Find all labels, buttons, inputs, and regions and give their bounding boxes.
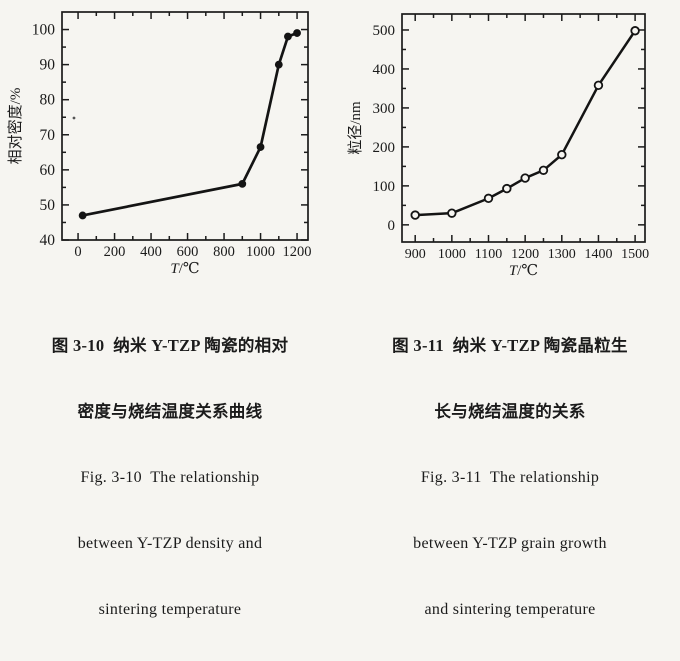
data-point-filled-circle — [78, 211, 87, 220]
x-tick-label: 1000 — [246, 244, 275, 260]
caption-cn-line: 长与烧结温度的关系 — [434, 402, 586, 421]
y-tick-label: 90 — [40, 57, 56, 74]
plot-frame — [61, 11, 309, 241]
data-point-open-circle — [630, 26, 640, 36]
data-point-open-circle — [557, 149, 567, 160]
data-point-open-circle — [502, 183, 512, 194]
y-tick-label: 400 — [373, 62, 396, 78]
y-axis-title: 相对密度/% — [7, 88, 24, 165]
figure-caption-3-10: 图 3-10 纳米 Y-TZP 陶瓷的相对 密度与烧结温度关系曲线 Fig. 3… — [8, 295, 332, 661]
x-tick-label: 400 — [140, 244, 162, 260]
figure-caption-3-11: 图 3-11 纳米 Y-TZP 陶瓷晶粒生 长与烧结温度的关系 Fig. 3-1… — [348, 295, 672, 661]
y-tick-label: 300 — [373, 101, 396, 117]
caption-en-line: sintering temperature — [98, 601, 242, 618]
y-tick-label: 60 — [40, 162, 56, 179]
data-point-open-circle — [447, 208, 457, 218]
y-tick-label: 80 — [40, 92, 56, 109]
x-tick-label: 0 — [74, 244, 81, 260]
scanned-book-page: 40 50 60 70 80 90 100 0 200 400 600 800 1000 1200 T/℃ 相… — [7, 11, 649, 618]
data-point-open-circle — [483, 193, 494, 204]
y-tick-label: 100 — [32, 22, 56, 39]
data-point-filled-circle — [293, 29, 301, 37]
x-tick-label: 1200 — [511, 247, 539, 262]
y-tick-label: 0 — [388, 218, 396, 234]
y-tick-label: 100 — [373, 179, 396, 195]
y-tick-label: 40 — [40, 232, 56, 249]
x-tick-label: 1200 — [283, 244, 312, 260]
y-tick-label: 50 — [40, 197, 56, 214]
data-point-filled-circle — [238, 179, 247, 188]
data-point-filled-circle — [274, 60, 283, 69]
data-point-filled-circle — [284, 32, 292, 41]
data-point-open-circle — [520, 173, 530, 183]
caption-cn-line: 图 3-10 纳米 Y-TZP 陶瓷的相对 — [51, 336, 289, 355]
x-axis-title: T/℃ — [509, 263, 538, 279]
x-axis-title: T/℃ — [170, 261, 199, 277]
data-line — [413, 29, 637, 217]
x-tick-label: 900 — [405, 247, 426, 262]
data-line — [81, 31, 299, 217]
caption-en-line: and sintering temperature — [424, 601, 596, 618]
y-tick-label: 500 — [373, 23, 396, 39]
data-point-open-circle — [410, 210, 420, 220]
scan-speck — [72, 116, 76, 120]
data-point-filled-circle — [256, 143, 265, 151]
x-tick-label: 1400 — [584, 247, 612, 262]
y-tick-label: 70 — [40, 127, 56, 144]
caption-cn-line: 图 3-11 纳米 Y-TZP 陶瓷晶粒生 — [392, 336, 628, 355]
x-tick-label: 600 — [177, 244, 199, 260]
data-point-open-circle — [593, 80, 604, 91]
y-tick-label: 200 — [373, 140, 396, 156]
x-tick-label: 1500 — [621, 247, 649, 262]
x-tick-label: 200 — [104, 244, 126, 260]
plot-frame — [401, 13, 646, 243]
caption-en-line: Fig. 3-11 The relationship — [420, 469, 600, 486]
data-point-open-circle — [538, 165, 549, 175]
caption-en-line: between Y-TZP density and — [77, 535, 263, 552]
y-axis-title: 粒径/nm — [347, 101, 364, 155]
caption-en-line: between Y-TZP grain growth — [413, 535, 607, 552]
x-tick-label: 800 — [213, 244, 235, 260]
x-tick-label: 1100 — [475, 247, 502, 262]
caption-cn-line: 密度与烧结温度关系曲线 — [77, 402, 263, 421]
x-tick-label: 1300 — [548, 247, 576, 262]
x-tick-label: 1000 — [438, 247, 466, 262]
caption-en-line: Fig. 3-10 The relationship — [80, 469, 260, 486]
grain-size-vs-temperature-chart: 0 100 200 300 400 500 900 1000 1100 1200 1300 1400 1… — [347, 13, 649, 279]
